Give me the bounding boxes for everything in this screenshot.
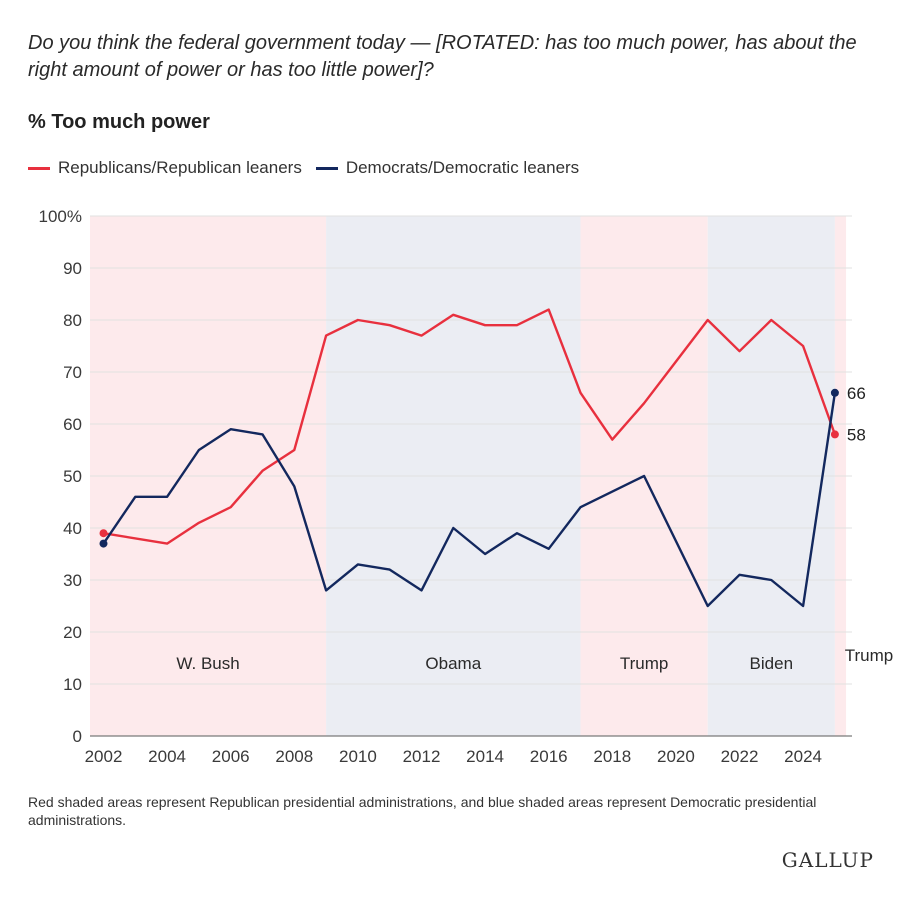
y-tick-label: 30 (63, 571, 82, 590)
admin-label-trump: Trump (845, 646, 894, 665)
gridlines (90, 215, 852, 737)
legend-swatch-democrats (315, 166, 338, 170)
legend-swatch-republicans (28, 166, 50, 170)
x-tick-label: 2008 (275, 747, 313, 766)
x-tick-label: 2002 (85, 747, 123, 766)
x-tick-label: 2004 (148, 747, 186, 766)
x-tick-label: 2010 (339, 747, 377, 766)
y-tick-label: 50 (63, 467, 82, 486)
end-point-democrats (830, 388, 839, 397)
admin-label-biden: Biden (750, 654, 793, 673)
y-tick-label: 10 (63, 675, 82, 694)
x-tick-label: 2018 (593, 747, 631, 766)
x-axis-ticks: 2002 2004 2006 2008 2010 2012 2014 2016 2018 2020… (85, 747, 822, 766)
legend-label-republicans: Republicans/Republican leaners (58, 158, 302, 177)
legend-item-republicans: Republicans/Republican leaners (28, 158, 302, 178)
y-tick-label: 80 (63, 311, 82, 330)
y-tick-label: 70 (63, 363, 82, 382)
x-tick-label: 2022 (721, 747, 759, 766)
gallup-logo: GALLUP (781, 848, 874, 872)
admin-labels: 66 58 W. Bush Obama Trump Biden Trump (176, 384, 893, 673)
x-tick-label: 2006 (212, 747, 250, 766)
legend-label-democrats: Democrats/Democratic leaners (345, 158, 580, 177)
start-point-democrats (99, 539, 108, 548)
x-tick-label: 2016 (530, 747, 568, 766)
y-axis-ticks: 0 10 20 30 40 50 60 70 80 90 100% (39, 207, 82, 746)
end-point-republicans (830, 430, 839, 439)
question-text: Do you think the federal government toda… (28, 32, 857, 81)
legend-item-democrats: Democrats/Democratic leaners (315, 158, 580, 178)
y-tick-label: 100% (39, 207, 82, 226)
x-tick-label: 2012 (403, 747, 441, 766)
start-point-republicans (99, 529, 108, 538)
line-chart: 0 10 20 30 40 50 60 70 80 90 100% 2002 2004 2006 2008… (39, 207, 894, 766)
y-tick-label: 60 (63, 415, 82, 434)
series-lines (99, 308, 839, 608)
y-tick-label: 20 (63, 623, 82, 642)
end-value-label: 66 (847, 384, 866, 403)
admin-label-trump: Trump (620, 654, 669, 673)
footnote: Red shaded areas represent Republican pr… (28, 794, 817, 828)
admin-label-obama: Obama (425, 654, 481, 673)
series-line-republicans (102, 308, 837, 545)
series-line-democrats (102, 391, 837, 608)
y-tick-label: 0 (73, 727, 82, 746)
end-value-label: 58 (847, 425, 866, 444)
admin-label-w-bush: W. Bush (176, 654, 239, 673)
legend: Republicans/Republican leaners Democrats… (28, 158, 593, 178)
chart-subtitle: % Too much power (28, 111, 210, 133)
x-tick-label: 2020 (657, 747, 695, 766)
y-tick-label: 90 (63, 259, 82, 278)
x-tick-label: 2024 (784, 747, 822, 766)
y-tick-label: 40 (63, 519, 82, 538)
x-tick-label: 2014 (466, 747, 504, 766)
